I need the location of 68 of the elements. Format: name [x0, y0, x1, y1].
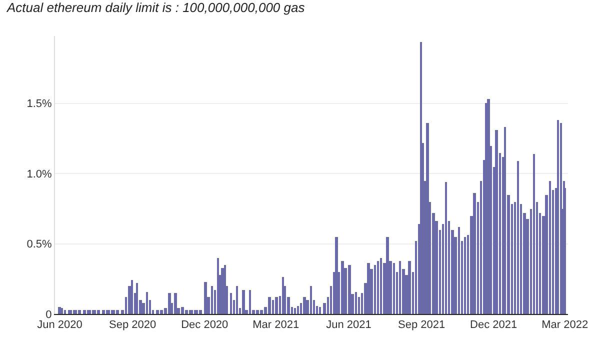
bar — [275, 297, 278, 314]
bar — [380, 258, 382, 314]
bar — [156, 310, 159, 314]
bar — [517, 161, 519, 314]
x-tick-label: Mar 2022 — [542, 319, 588, 332]
bar — [549, 181, 551, 314]
bar — [268, 297, 271, 314]
x-tick-label: Mar 2021 — [252, 319, 300, 332]
x-tick-label: Sep 2020 — [109, 319, 156, 332]
bar — [204, 282, 207, 314]
bar — [386, 237, 389, 314]
bar — [367, 263, 370, 314]
bar — [181, 307, 184, 314]
bar — [374, 265, 376, 314]
bar — [348, 265, 351, 314]
bar — [408, 261, 411, 314]
bar — [160, 310, 163, 314]
bar — [335, 237, 338, 314]
bar — [495, 130, 498, 314]
bar — [355, 292, 357, 314]
x-tick-label: Jun 2021 — [326, 319, 372, 332]
bar — [399, 261, 401, 314]
bar — [58, 307, 61, 314]
bar — [458, 227, 460, 314]
bar — [211, 286, 213, 314]
bar — [473, 193, 476, 314]
bar — [464, 237, 466, 314]
chart-subtitle: Actual ethereum daily limit is : 100,000,000,000 gas — [6, 0, 306, 15]
bar — [485, 103, 487, 314]
x-tick-label: Dec 2021 — [470, 319, 518, 332]
y-tick-label: 1.5% — [26, 98, 52, 110]
bar — [420, 42, 422, 314]
bar — [224, 265, 226, 314]
bar — [131, 280, 133, 314]
bar — [557, 120, 559, 314]
x-tick-label: Jun 2020 — [37, 319, 82, 332]
bar — [341, 261, 344, 314]
bar — [445, 182, 447, 314]
bar — [303, 297, 306, 314]
bar — [294, 308, 296, 314]
bar — [256, 310, 259, 314]
bar — [64, 310, 66, 314]
y-tick-label: 0 — [46, 308, 52, 321]
x-tick-label: Sep 2021 — [398, 319, 446, 332]
bar — [168, 293, 171, 314]
bar — [230, 293, 232, 314]
bar — [272, 300, 274, 314]
bar — [393, 263, 395, 314]
bar — [310, 286, 312, 314]
bar — [236, 286, 238, 314]
bar — [146, 292, 148, 314]
bar — [136, 283, 138, 314]
bar — [260, 310, 263, 314]
bar — [174, 293, 177, 314]
y-tick-label: 0.5% — [26, 238, 52, 251]
bar — [61, 308, 63, 314]
bar — [504, 127, 506, 314]
bar — [319, 307, 321, 314]
bar — [297, 306, 299, 314]
bar — [217, 258, 219, 314]
bar — [282, 277, 284, 314]
bar — [249, 290, 251, 314]
x-tick-label: Dec 2020 — [181, 319, 228, 332]
bar — [242, 290, 245, 314]
y-tick-label: 1.0% — [26, 168, 52, 180]
bar — [533, 154, 535, 314]
bar — [377, 261, 379, 314]
bar — [426, 123, 429, 314]
